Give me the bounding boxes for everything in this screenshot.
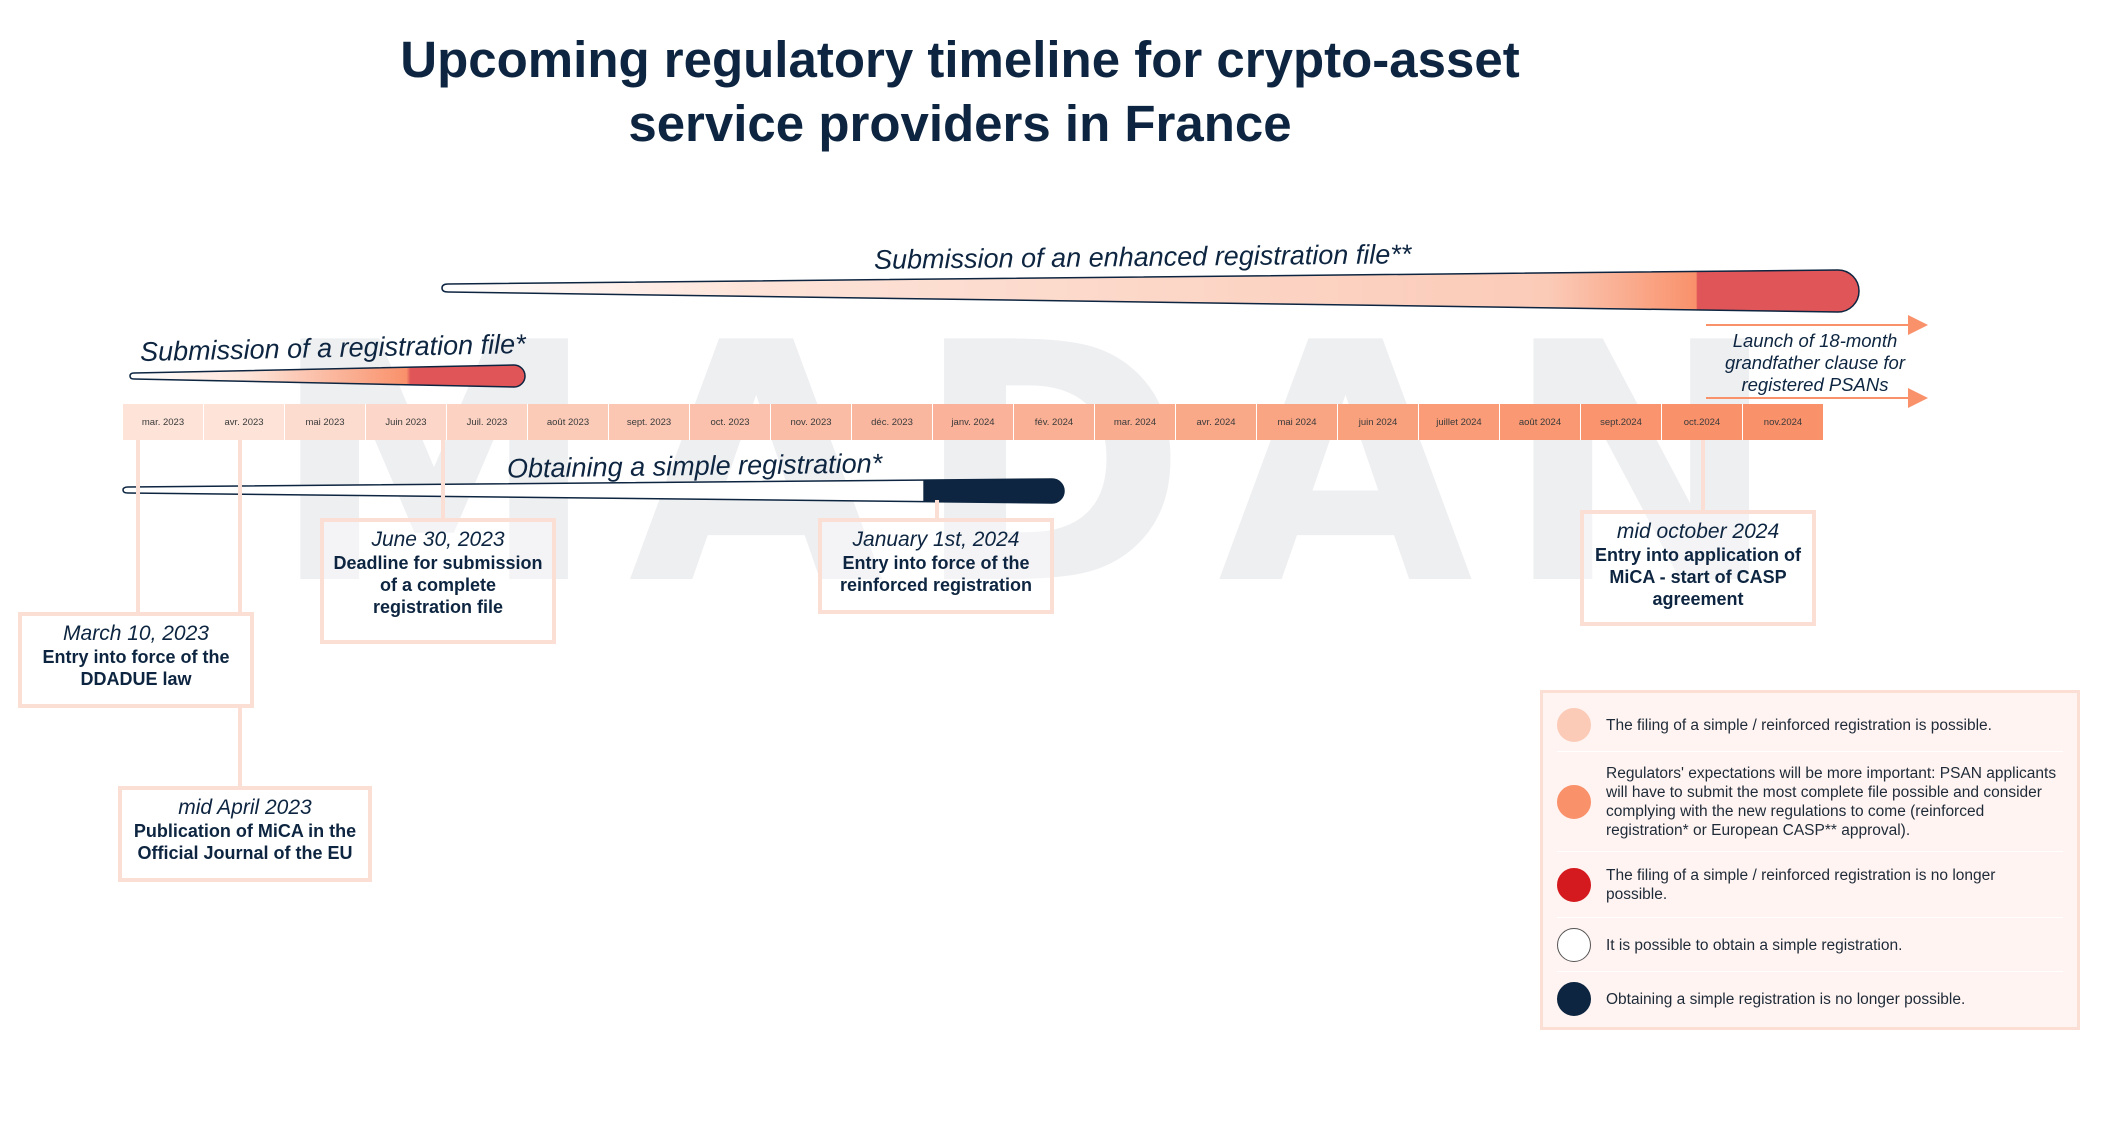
event-desc: Entry into force of the reinforced regis… [839, 553, 1033, 595]
circle-icon [1557, 708, 1591, 742]
enhanced-registration-label: Submission of an enhanced registration f… [873, 239, 1412, 275]
legend-item: It is possible to obtain a simple regist… [1557, 919, 2063, 972]
event-october-2024: mid october 2024 Entry into application … [1580, 510, 1816, 626]
month-tick: janv. 2024 [933, 404, 1014, 440]
registration-file-bar [129, 364, 526, 388]
legend-text: Regulators' expectations will be more im… [1606, 765, 2057, 839]
grandfather-clause-note: Launch of 18-month grandfather clause fo… [1725, 330, 1905, 395]
month-tick: oct.2024 [1662, 404, 1743, 440]
circle-icon [1557, 868, 1591, 902]
simple-registration-bar [122, 478, 1065, 504]
month-tick: sept. 2023 [609, 404, 690, 440]
event-january-2024: January 1st, 2024 Entry into force of th… [818, 518, 1054, 614]
month-tick: avr. 2024 [1176, 404, 1257, 440]
legend-item: The filing of a simple / reinforced regi… [1557, 699, 2063, 752]
month-tick: sept.2024 [1581, 404, 1662, 440]
simple-registration-label: Obtaining a simple registration* [506, 448, 883, 484]
legend-item: The filing of a simple / reinforced regi… [1557, 853, 2063, 918]
event-date: March 10, 2023 [63, 622, 209, 645]
circle-icon [1557, 928, 1591, 962]
event-desc: Publication of MiCA in the Official Jour… [133, 821, 357, 863]
title-line-1: Upcoming regulatory timeline for crypto-… [400, 31, 1520, 88]
legend-text: Obtaining a simple registration is no lo… [1606, 990, 1966, 1008]
enhanced-registration-bar [441, 269, 1860, 313]
month-tick: fév. 2024 [1014, 404, 1095, 440]
month-tick: mai 2023 [285, 404, 366, 440]
month-tick: mar. 2023 [123, 404, 204, 440]
circle-icon [1557, 785, 1591, 819]
legend-item: Obtaining a simple registration is no lo… [1557, 973, 2063, 1025]
month-axis: mar. 2023 avr. 2023 mai 2023 Juin 2023 Juil.… [123, 404, 1824, 440]
month-tick: mar. 2024 [1095, 404, 1176, 440]
month-tick: juillet 2024 [1419, 404, 1500, 440]
event-desc: Entry into application of MiCA - start o… [1595, 545, 1801, 609]
event-april-2023: mid April 2023 Publication of MiCA in th… [118, 786, 372, 882]
month-tick: Juil. 2023 [447, 404, 528, 440]
event-june-2023: June 30, 2023 Deadline for submission of… [320, 518, 556, 644]
watermark: MADAN [270, 273, 1810, 657]
legend-text: It is possible to obtain a simple regist… [1606, 936, 1903, 954]
month-tick: mai 2024 [1257, 404, 1338, 440]
event-date: June 30, 2023 [371, 528, 505, 551]
event-desc: Deadline for submission of a complete re… [333, 553, 543, 617]
event-date: mid october 2024 [1616, 520, 1780, 543]
event-date: mid April 2023 [178, 796, 312, 819]
month-tick: juin 2024 [1338, 404, 1419, 440]
title-line-2: service providers in France [628, 95, 1292, 152]
event-desc: Entry into force of the DDADUE law [42, 647, 230, 689]
month-tick: août 2024 [1500, 404, 1581, 440]
month-tick: avr. 2023 [204, 404, 285, 440]
month-tick: Juin 2023 [366, 404, 447, 440]
page-title: Upcoming regulatory timeline for crypto-… [300, 28, 1620, 156]
legend-text: The filing of a simple / reinforced regi… [1606, 867, 1996, 903]
month-tick: nov. 2023 [771, 404, 852, 440]
event-march-2023: March 10, 2023 Entry into force of the D… [18, 612, 254, 708]
event-date: January 1st, 2024 [852, 528, 1020, 551]
legend: The filing of a simple / reinforced regi… [1540, 690, 2080, 1030]
month-tick: déc. 2023 [852, 404, 933, 440]
month-tick: août 2023 [528, 404, 609, 440]
month-tick: oct. 2023 [690, 404, 771, 440]
legend-text: The filing of a simple / reinforced regi… [1606, 716, 1992, 734]
legend-item: Regulators' expectations will be more im… [1557, 753, 2063, 852]
month-tick: nov.2024 [1743, 404, 1824, 440]
circle-icon [1557, 982, 1591, 1016]
